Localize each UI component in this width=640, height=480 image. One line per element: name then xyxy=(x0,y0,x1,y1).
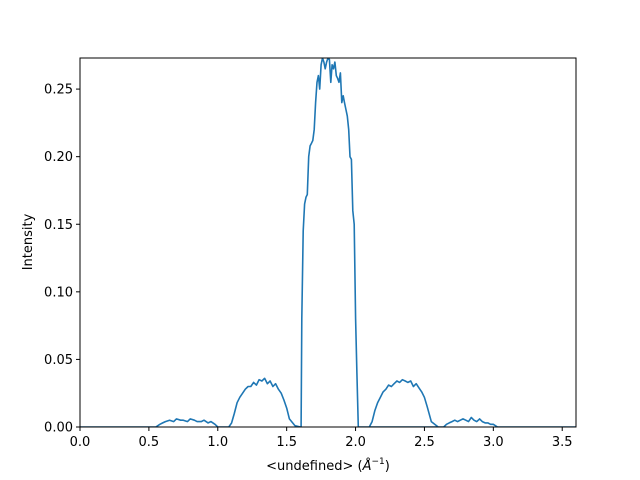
x-tick-label: 3.5 xyxy=(552,435,573,450)
y-tick-label: 0.05 xyxy=(44,353,73,368)
x-axis-label: <undefined> (Å−1) xyxy=(266,457,390,474)
x-tick-label: 0.5 xyxy=(139,435,160,450)
y-tick-label: 0.10 xyxy=(44,285,73,300)
x-tick-label: 1.0 xyxy=(207,435,228,450)
plot-frame xyxy=(79,57,577,428)
x-tick-label: 1.5 xyxy=(276,435,297,450)
x-axis-label-exponent: −1 xyxy=(371,457,384,467)
y-tick-label: 0.00 xyxy=(44,421,73,436)
series-line-0 xyxy=(80,58,576,427)
x-axis-label-close: ) xyxy=(385,459,390,474)
y-tick-label: 0.15 xyxy=(44,218,73,233)
x-tick-label: 0.0 xyxy=(70,435,91,450)
x-tick-label: 2.0 xyxy=(345,435,366,450)
x-tick-label: 2.5 xyxy=(414,435,435,450)
y-tick-label: 0.25 xyxy=(44,83,73,98)
y-axis-label: Intensity xyxy=(21,213,36,270)
y-tick-label: 0.20 xyxy=(44,150,73,165)
x-axis-label-text: <undefined> ( xyxy=(266,459,362,474)
x-tick-label: 3.0 xyxy=(483,435,504,450)
x-axis-label-unit: Å xyxy=(362,458,372,474)
